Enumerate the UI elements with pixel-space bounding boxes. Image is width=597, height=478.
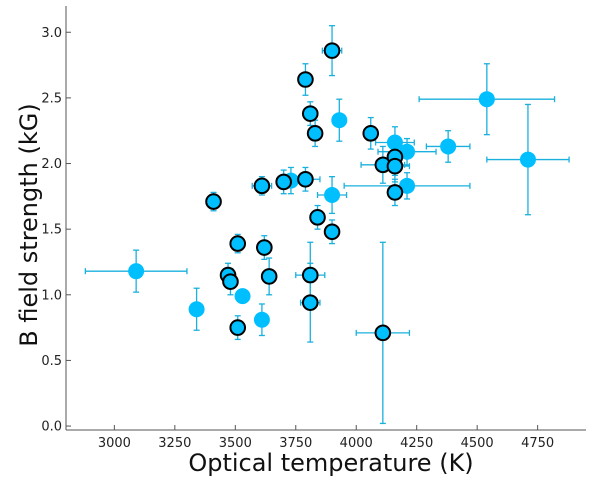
x-tick-label: 4750 [521,436,554,451]
data-point [399,177,416,194]
y-tick-label: 2.5 [41,91,62,106]
y-axis-title: B field strength (kG) [15,103,43,346]
data-point [128,263,145,280]
data-point [188,301,205,318]
data-point-outlined [309,209,326,226]
data-point-outlined [301,294,319,311]
data-point [478,91,495,108]
data-point-outlined [297,71,314,88]
data-point-outlined [275,173,292,191]
plot-axes [65,6,586,431]
data-point-outlined [205,193,222,210]
data-point-outlined [386,184,404,201]
data-point-outlined [306,125,324,142]
data-point-outlined [301,105,319,122]
data-point-outlined [229,235,247,252]
data-point-outlined [256,239,273,256]
data-point [234,288,251,305]
data-point-outlined [260,268,278,285]
y-tick-label: 1.5 [41,223,62,238]
data-point [324,187,341,204]
y-tick-label: 0.0 [41,420,62,435]
data-point-outlined [222,273,239,290]
data-point-outlined [253,177,271,195]
x-tick-label: 3250 [158,436,191,451]
data-point-outlined [229,319,247,336]
x-tick-label: 4000 [340,436,373,451]
x-axis-title: Optical temperature (K) [188,449,473,477]
data-point-outlined [323,42,341,59]
x-tick-label: 4500 [461,436,494,451]
data-point [440,138,457,155]
data-point [386,134,403,151]
data-point [331,112,348,129]
data-point-outlined [323,223,341,241]
x-tick-label: 4250 [400,436,433,451]
data-points [128,42,536,342]
y-tick-label: 2.0 [41,157,62,172]
y-tick-label: 3.0 [41,26,62,41]
x-tick-label: 3500 [219,436,252,451]
data-point [519,151,536,168]
data-point-outlined [301,266,319,284]
y-tick-label: 1.0 [41,288,62,303]
x-tick-label: 3750 [279,436,312,451]
data-point-outlined [386,157,404,175]
data-point-outlined [362,125,380,142]
data-point [253,311,270,328]
data-point-outlined [374,324,392,342]
error-bars [84,25,570,425]
data-point-outlined [297,170,314,188]
y-tick-label: 0.5 [41,354,62,369]
axis-ticks: 3000 3250 3500 3750 4000 4250 4500 4750 0.0 0.5 1.… [41,26,554,451]
x-tick-label: 3000 [98,436,131,451]
